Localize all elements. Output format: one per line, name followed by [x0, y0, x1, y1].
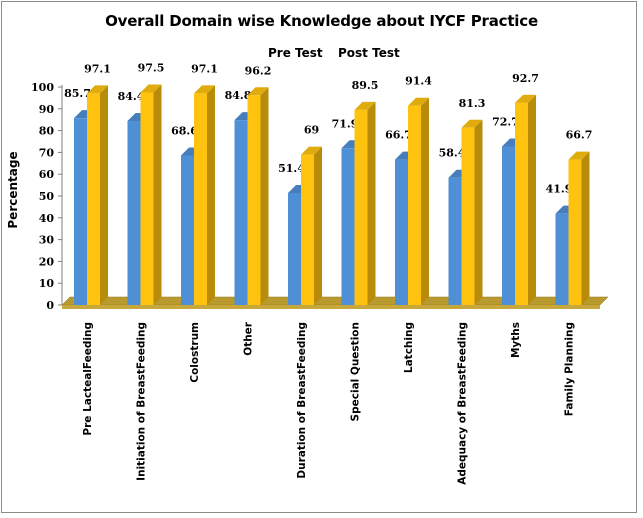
- y-tick-label: 60: [39, 168, 55, 181]
- bar-side: [474, 119, 483, 306]
- bar-pre-test: [288, 192, 301, 305]
- x-tick-label: Initiation of BreastFeeding: [136, 322, 148, 481]
- data-label: 81.3: [459, 97, 486, 110]
- data-label: 51.4: [278, 162, 305, 175]
- y-tick-label: 70: [39, 146, 55, 159]
- data-label: 92.7: [512, 72, 539, 85]
- data-label: 68.6: [171, 124, 198, 137]
- bar-post-test: [194, 93, 207, 306]
- y-tick-label: 20: [39, 255, 55, 268]
- data-label: 96.2: [245, 64, 272, 77]
- x-tick-label: Other: [243, 321, 255, 356]
- bar-post-test: [140, 92, 154, 305]
- bar-post-test: [301, 154, 314, 305]
- data-label: 41.9: [546, 183, 573, 196]
- y-tick-label: 100: [31, 81, 54, 94]
- x-tick-label: Special Question: [350, 322, 362, 421]
- bar-top: [247, 87, 269, 96]
- data-label: 97.5: [138, 61, 165, 74]
- bar-top: [515, 94, 536, 103]
- data-label: 58.4: [439, 147, 466, 160]
- bar-top: [194, 85, 215, 94]
- bar-top: [87, 85, 108, 94]
- bar-top: [354, 101, 376, 110]
- data-label: 84.4: [118, 90, 145, 103]
- y-tick-label: 80: [39, 125, 55, 138]
- bar-pre-test: [395, 159, 408, 305]
- x-tick-label: Myths: [510, 322, 522, 358]
- bar-top: [568, 151, 590, 160]
- x-tick-label: Latching: [403, 322, 415, 373]
- data-label: 66.7: [566, 129, 593, 142]
- bar-post-test: [461, 127, 475, 306]
- bar-pre-test: [555, 213, 569, 305]
- y-tick-label: 0: [46, 299, 54, 312]
- y-tick-label: 10: [39, 277, 55, 290]
- bar-post-test: [515, 102, 528, 305]
- legend-pre-test: Pre Test: [268, 46, 323, 60]
- bar-post-test: [568, 159, 582, 305]
- bar-side: [367, 101, 376, 305]
- data-label: 66.7: [385, 129, 412, 142]
- chart-title: Overall Domain wise Knowledge about IYCF…: [105, 12, 538, 30]
- x-tick-label: Colostrum: [189, 322, 201, 383]
- data-label: 89.5: [352, 79, 379, 92]
- bar-side: [260, 87, 269, 305]
- y-tick-label: 30: [39, 234, 55, 247]
- data-label: 97.1: [84, 62, 111, 75]
- x-tick-label: Pre LactealFeeding: [82, 322, 94, 436]
- bar-side: [153, 84, 162, 305]
- bar-side: [314, 146, 322, 305]
- bar-side: [100, 85, 108, 306]
- y-tick-label: 50: [39, 190, 55, 203]
- bar-post-test: [354, 109, 368, 305]
- data-label: 91.4: [405, 75, 432, 88]
- bar-pre-test: [234, 120, 248, 305]
- data-label: 85.7: [64, 87, 91, 100]
- legend-post-test: Post Test: [338, 46, 400, 60]
- x-tick-label: Duration of BreastFeeding: [296, 322, 308, 479]
- bar-post-test: [247, 95, 261, 305]
- bar-pre-test: [502, 146, 515, 305]
- x-tick-label: Adequacy of BreastFeeding: [457, 322, 469, 485]
- bar-pre-test: [74, 118, 87, 305]
- x-tick-label: Family Planning: [564, 322, 576, 416]
- bar-top: [140, 84, 162, 93]
- data-label: 97.1: [191, 62, 218, 75]
- bar-post-test: [408, 105, 421, 305]
- bar-side: [581, 151, 590, 305]
- data-label: 84.8: [225, 89, 252, 102]
- y-tick-label: 40: [39, 212, 55, 225]
- bar-top: [408, 97, 429, 106]
- bar-side: [528, 94, 536, 305]
- bar-top: [461, 119, 483, 128]
- y-tick-label: 90: [39, 103, 55, 116]
- chart-floor-edge: [62, 305, 600, 309]
- bar-top: [301, 146, 322, 155]
- bar-post-test: [87, 93, 100, 306]
- data-label: 72.7: [492, 116, 519, 129]
- bar-pre-test: [181, 155, 194, 305]
- bar-pre-test: [341, 148, 355, 305]
- data-label: 71.9: [332, 117, 359, 130]
- data-label: 69: [304, 124, 319, 137]
- bar-side: [207, 85, 215, 306]
- bar-pre-test: [448, 177, 462, 305]
- bar-pre-test: [127, 121, 141, 306]
- bar-side: [421, 97, 429, 305]
